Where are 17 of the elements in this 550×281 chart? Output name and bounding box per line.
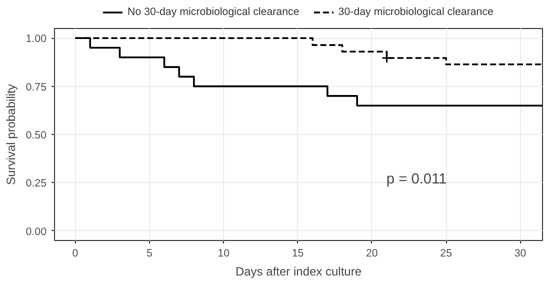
y-tick-label: 0.00 xyxy=(26,226,47,238)
annotation: p = 0.011 xyxy=(386,172,447,188)
x-tick-label: 5 xyxy=(146,248,152,260)
x-tick-label: 30 xyxy=(514,248,526,260)
y-tick-label: 1.00 xyxy=(26,33,47,46)
y-axis-title: Survival probability xyxy=(4,84,18,185)
x-tick-label: 15 xyxy=(292,248,304,260)
y-tick-label: 0.75 xyxy=(26,81,47,94)
y-tick-label: 0.25 xyxy=(26,178,47,190)
x-tick-label: 10 xyxy=(218,248,230,260)
x-tick-label: 25 xyxy=(440,248,452,260)
legend-label: 30-day microbiological clearance xyxy=(338,6,494,18)
x-tick-label: 20 xyxy=(366,248,378,260)
x-axis-title: Days after index culture xyxy=(235,264,362,278)
legend-label: No 30-day microbiological clearance xyxy=(128,6,300,18)
x-tick-label: 0 xyxy=(72,248,78,260)
y-tick-label: 0.50 xyxy=(26,130,47,142)
